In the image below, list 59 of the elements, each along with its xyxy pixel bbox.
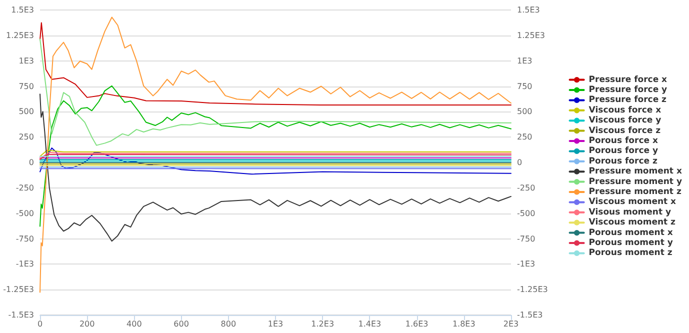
y-tick-label: -750 xyxy=(16,234,34,244)
y2-tick-label: -1.5E3 xyxy=(517,310,543,320)
line-series xyxy=(40,22,512,106)
legend-label: Pressure force y xyxy=(588,85,668,95)
x-tick-label: 800 xyxy=(220,320,236,328)
y-tick-label: -1.5E3 xyxy=(8,310,34,320)
y-tick-label: 0 xyxy=(28,158,34,167)
legend-label: Pressure moment z xyxy=(588,187,682,197)
legend-label: Pressure force z xyxy=(588,95,667,106)
y-tick-label: 1.5E3 xyxy=(11,6,34,14)
y-tick-label: 1E3 xyxy=(18,56,34,66)
y2-tick-label: 750 xyxy=(517,82,532,91)
legend-label: Viscous moment x xyxy=(588,197,677,208)
legend-label: Porous force x xyxy=(588,136,658,146)
y2-tick-label: 1.5E3 xyxy=(517,6,540,14)
x-tick-label: 600 xyxy=(174,320,189,328)
legend-label: Porous force y xyxy=(588,146,658,156)
legend-label: Viscous force y xyxy=(588,116,662,126)
y2-tick-label: 1E3 xyxy=(517,56,532,66)
y-tick-label: -500 xyxy=(16,208,34,218)
line-series xyxy=(40,16,512,293)
legend-label: Porous force z xyxy=(588,156,658,166)
x-tick-label: 1.4E3 xyxy=(358,320,382,328)
y-tick-label: 750 xyxy=(18,82,34,91)
x-tick-label: 1.8E3 xyxy=(452,320,476,328)
legend-label: Viscous moment z xyxy=(588,218,676,228)
y2-tick-label: 500 xyxy=(517,107,532,116)
y2-tick-label: -750 xyxy=(517,234,536,244)
y-tick-label: -250 xyxy=(16,183,34,192)
y2-tick-label: 1.25E3 xyxy=(517,30,545,40)
legend-label: Porous moment x xyxy=(588,228,674,238)
legend-label: Porous moment z xyxy=(588,248,672,258)
legend-label: Visous moment y xyxy=(588,207,672,218)
legend-label: Pressure moment y xyxy=(588,176,682,187)
y2-tick-label: -250 xyxy=(517,183,536,192)
x-tick-label: 1E3 xyxy=(268,320,284,328)
y2-tick-label: -1E3 xyxy=(517,260,536,269)
y-tick-label: 1.25E3 xyxy=(6,30,34,40)
legend-label: Pressure moment x xyxy=(588,166,682,177)
y-tick-label: 250 xyxy=(18,132,34,142)
legend-label: Porous moment y xyxy=(588,238,674,248)
legend-label: Viscous force x xyxy=(588,105,662,116)
legend-label: Viscous force z xyxy=(588,126,661,136)
line-series xyxy=(40,147,512,175)
x-tick-label: 200 xyxy=(79,320,95,328)
y2-tick-label: -500 xyxy=(517,208,536,218)
legend-label: Pressure force x xyxy=(588,74,668,85)
x-tick-label: 1.6E3 xyxy=(405,320,428,328)
x-tick-label: 2E3 xyxy=(503,320,519,328)
line-series xyxy=(40,38,512,146)
y2-tick-label: -1.25E3 xyxy=(517,285,548,294)
x-tick-label: 1.2E3 xyxy=(311,320,334,328)
x-tick-label: 400 xyxy=(126,320,142,328)
y2-tick-label: 250 xyxy=(517,132,532,142)
y-tick-label: -1E3 xyxy=(16,260,34,269)
y-tick-label: -1.25E3 xyxy=(3,285,34,294)
y2-tick-label: 0 xyxy=(517,158,522,167)
x-tick-label: 0 xyxy=(37,320,43,328)
y-tick-label: 500 xyxy=(18,107,34,116)
